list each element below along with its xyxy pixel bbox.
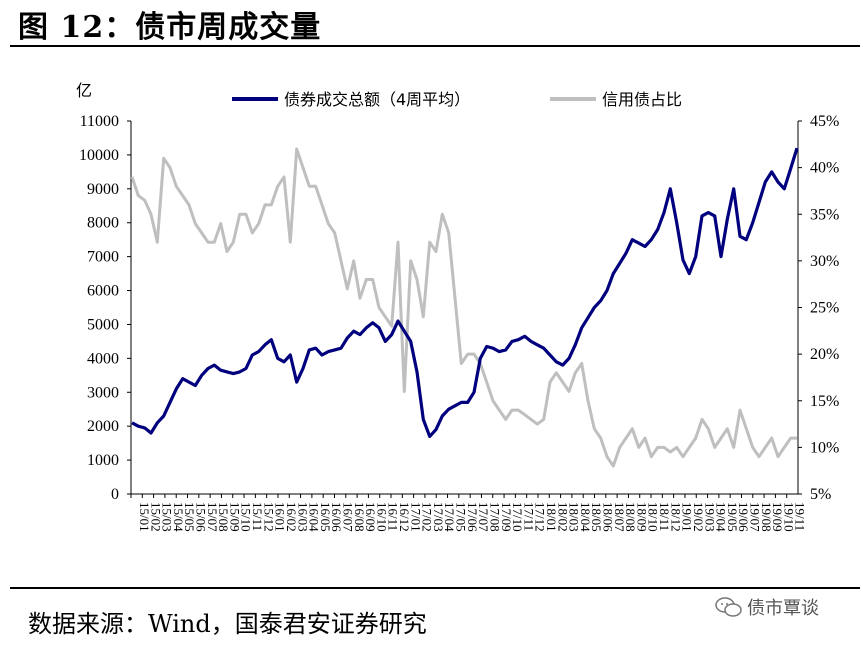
- x-tick-label: 15/09: [227, 502, 242, 532]
- title-divider: [10, 45, 860, 47]
- x-tick-label: 16/12: [397, 502, 412, 532]
- left-tick-label: 11000: [80, 113, 119, 130]
- x-tick-label: 16/06: [329, 502, 344, 532]
- right-tick-label: 35%: [810, 206, 839, 223]
- left-tick-label: 6000: [87, 283, 119, 300]
- x-tick-label: 15/03: [160, 502, 175, 532]
- x-tick-label: 19/06: [736, 502, 751, 532]
- wechat-icon: [715, 597, 742, 617]
- right-tick-label: 15%: [810, 393, 839, 410]
- x-tick-label: 19/07: [747, 502, 762, 532]
- x-tick-label: 15/05: [182, 502, 197, 532]
- x-tick-label: 16/04: [307, 502, 322, 532]
- left-tick-label: 9000: [87, 181, 119, 198]
- axes-layer: 0 1000 2000 3000 4000 5000 6000 7000 8000 9000 100…: [76, 82, 839, 532]
- x-tick-label: 15/10: [239, 502, 254, 532]
- right-tick-label: 45%: [810, 113, 839, 130]
- source-divider: [10, 587, 860, 589]
- x-tick-label: 18/07: [612, 502, 627, 532]
- x-tick-label: 17/11: [521, 502, 536, 531]
- legend: 债券成交总额（4周平均） 信用债占比: [232, 90, 682, 109]
- source-note: 数据来源：Wind，国泰君安证券研究: [28, 610, 427, 638]
- x-tick-label: 16/02: [284, 502, 299, 532]
- x-tick-label: 16/03: [295, 502, 310, 532]
- right-tick-label: 5%: [810, 486, 831, 503]
- x-tick-label: 15/04: [171, 502, 186, 532]
- watermark-text: 债市覃谈: [747, 598, 819, 619]
- x-tick-label: 17/02: [420, 502, 435, 532]
- x-tick-label: 18/06: [601, 502, 616, 532]
- x-tick-label: 15/07: [205, 502, 220, 532]
- x-tick-label: 19/08: [759, 502, 774, 532]
- left-axis-unit: 亿: [76, 82, 92, 100]
- x-tick-label: 17/03: [431, 502, 446, 532]
- right-tick-label: 25%: [810, 300, 839, 317]
- x-tick-label: 18/01: [544, 502, 559, 532]
- x-tick-label: 18/11: [657, 502, 672, 531]
- legend-label: 债券成交总额（4周平均）: [284, 90, 470, 109]
- x-tick-label: 16/08: [352, 502, 367, 532]
- x-tick-label: 16/11: [386, 502, 401, 531]
- left-tick-label: 5000: [87, 316, 119, 333]
- x-tick-label: 17/12: [533, 502, 548, 532]
- right-tick-label: 20%: [810, 346, 839, 363]
- x-tick-label: 16/09: [363, 502, 378, 532]
- left-tick-label: 3000: [87, 384, 119, 401]
- x-tick-label: 16/10: [374, 502, 389, 532]
- page-title: 图 12：债市周成交量: [18, 10, 322, 45]
- x-tick-label: 19/02: [691, 502, 706, 532]
- x-tick-label: 15/06: [194, 502, 209, 532]
- x-tick-label: 17/09: [499, 502, 514, 532]
- right-tick-label: 10%: [810, 439, 839, 456]
- x-tick-label: 17/06: [465, 502, 480, 532]
- x-tick-label: 17/05: [454, 502, 469, 532]
- x-tick-label: 15/08: [216, 502, 231, 532]
- x-tick-label: 17/10: [510, 502, 525, 532]
- x-tick-label: 19/11: [793, 502, 808, 531]
- x-tick-label: 18/09: [634, 502, 649, 532]
- x-tick-label: 17/08: [487, 502, 502, 532]
- series-line-bond-volume: [131, 147, 799, 438]
- x-tick-label: 18/05: [589, 502, 604, 532]
- x-tick-label: 17/04: [442, 502, 457, 532]
- x-tick-label: 17/01: [408, 502, 423, 532]
- x-tick-label: 18/10: [646, 502, 661, 532]
- x-tick-label: 16/05: [318, 502, 333, 532]
- left-tick-label: 2000: [87, 418, 119, 435]
- x-tick-label: 18/04: [578, 502, 593, 532]
- x-tick-label: 15/01: [137, 502, 152, 532]
- left-tick-label: 4000: [87, 350, 119, 367]
- x-tick-label: 16/01: [273, 502, 288, 532]
- legend-label: 信用债占比: [602, 90, 682, 109]
- x-tick-label: 19/10: [781, 502, 796, 532]
- x-tick-label: 15/12: [261, 502, 276, 532]
- x-tick-label: 19/01: [680, 502, 695, 532]
- x-tick-label: 19/04: [714, 502, 729, 532]
- x-tick-label: 18/12: [668, 502, 683, 532]
- line-chart: 0 1000 2000 3000 4000 5000 6000 7000 8000 9000 100…: [76, 82, 839, 532]
- x-tick-label: 15/11: [250, 502, 265, 531]
- series-layer: [130, 147, 799, 468]
- right-tick-label: 30%: [810, 253, 839, 270]
- x-tick-label: 15/02: [148, 502, 163, 532]
- left-tick-label: 0: [111, 486, 119, 503]
- x-tick-label: 19/05: [725, 502, 740, 532]
- x-tick-label: 19/03: [702, 502, 717, 532]
- x-tick-label: 17/07: [476, 502, 491, 532]
- right-tick-label: 40%: [810, 160, 839, 177]
- series-line-credit-share: [130, 147, 797, 468]
- x-tick-label: 19/09: [770, 502, 785, 532]
- left-tick-label: 10000: [79, 147, 119, 164]
- left-tick-label: 1000: [87, 452, 119, 469]
- watermark: 债市覃谈: [715, 594, 819, 620]
- left-tick-label: 8000: [87, 215, 119, 232]
- x-tick-label: 16/07: [340, 502, 355, 532]
- x-tick-label: 18/03: [567, 502, 582, 532]
- left-tick-label: 7000: [87, 249, 119, 266]
- x-tick-label: 18/02: [555, 502, 570, 532]
- x-tick-label: 18/08: [623, 502, 638, 532]
